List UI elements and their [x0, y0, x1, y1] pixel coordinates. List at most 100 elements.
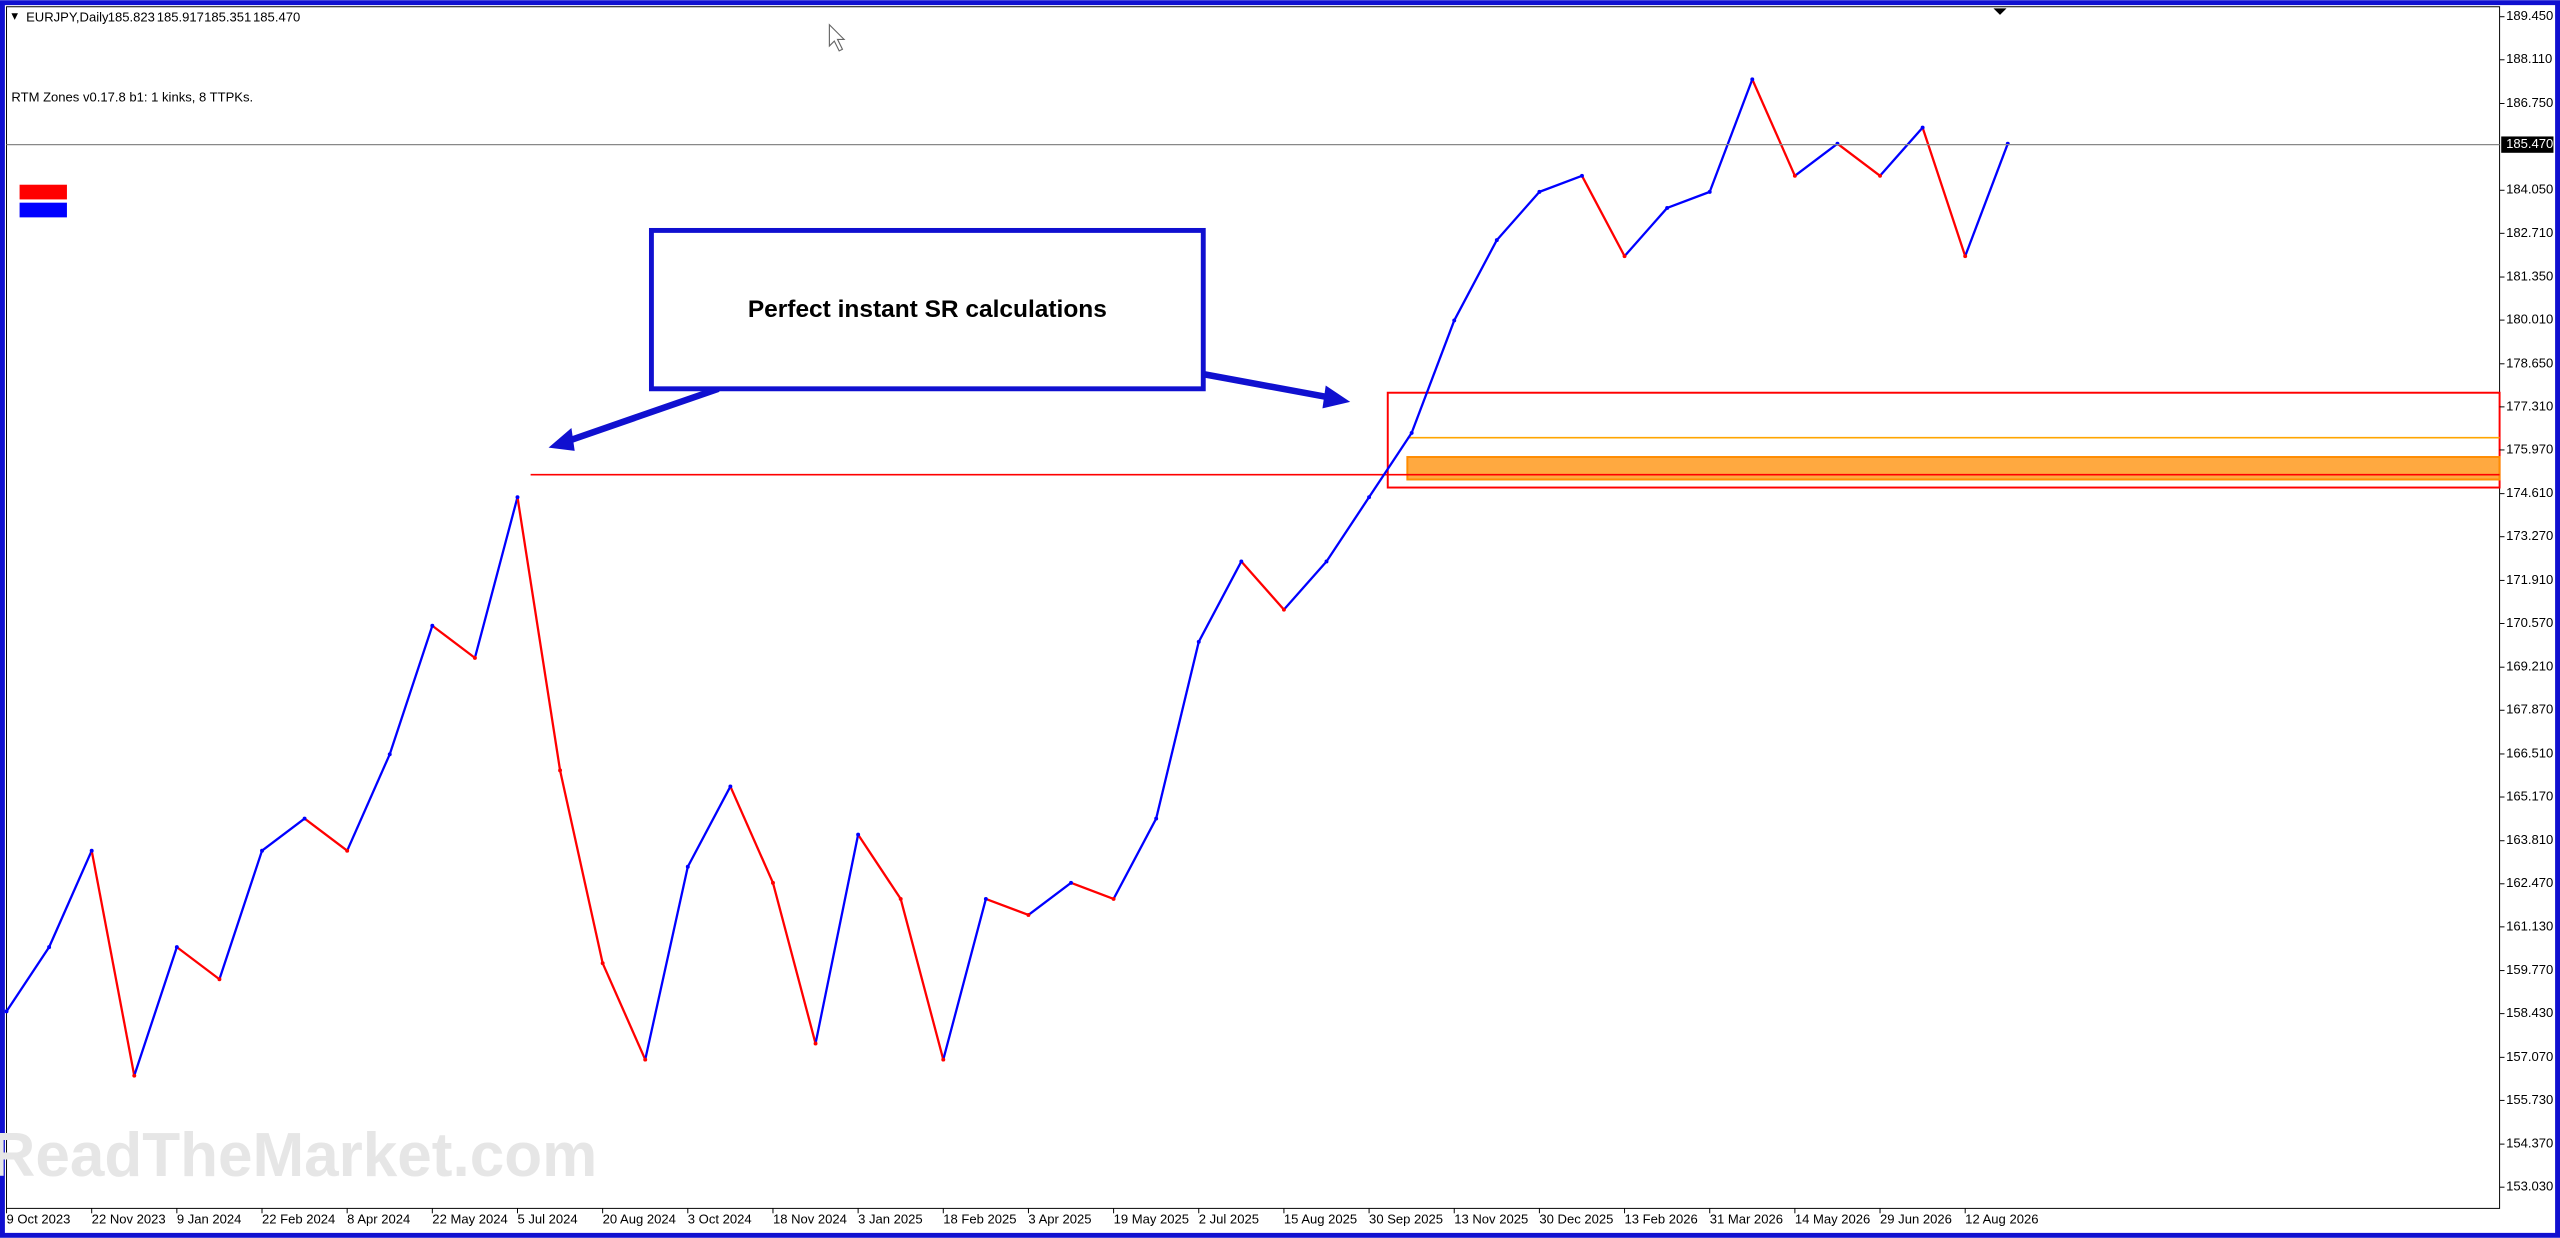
price-point: [132, 1073, 137, 1078]
y-tick-label: 180.010: [2506, 312, 2553, 327]
price-segment: [473, 496, 519, 659]
x-tick-label: 22 Feb 2024: [262, 1211, 335, 1226]
y-tick-label: 170.570: [2506, 615, 2553, 630]
price-point: [1494, 238, 1499, 243]
price-segment: [1283, 560, 1328, 611]
price-point: [1111, 896, 1116, 901]
price-segment: [90, 850, 136, 1076]
price-point: [345, 848, 350, 853]
price-segment: [1027, 881, 1072, 916]
price-point: [4, 1009, 9, 1014]
x-tick-label: 2 Jul 2025: [1199, 1211, 1259, 1226]
price-segment: [644, 866, 689, 1060]
price-segment: [729, 785, 775, 884]
price-segment: [176, 946, 221, 981]
price-segment: [771, 882, 817, 1044]
price-segment: [814, 834, 860, 1044]
x-tick-label: 30 Dec 2025: [1539, 1211, 1613, 1226]
price-segment: [5, 946, 51, 1013]
cursor: [828, 23, 846, 52]
y-tick-label: 155.730: [2506, 1092, 2553, 1107]
price-point: [1026, 913, 1031, 917]
y-tick-label: 158.430: [2506, 1005, 2553, 1020]
price-segment: [1879, 126, 1924, 177]
sr-zone: [1386, 391, 2501, 489]
x-tick-label: 29 Jun 2026: [1880, 1211, 1952, 1226]
watermark: ReadTheMarket.com: [0, 1121, 597, 1190]
price-point: [1367, 495, 1372, 500]
price-point: [1707, 189, 1712, 194]
ohlc-close: 185.470: [253, 10, 300, 25]
y-tick-label: 157.070: [2506, 1049, 2553, 1064]
x-tick-label: 31 Mar 2026: [1710, 1211, 1783, 1226]
price-segment: [261, 817, 306, 852]
y-tick-label: 174.610: [2506, 485, 2553, 500]
price-segment: [857, 833, 902, 900]
y-tick-label: 181.350: [2506, 268, 2553, 283]
price-point: [1665, 205, 1670, 210]
price-point: [515, 495, 520, 500]
ohlc-high: 185.917: [157, 10, 204, 25]
x-tick-label: 13 Nov 2025: [1454, 1211, 1528, 1226]
price-point: [1069, 880, 1073, 885]
price-point: [685, 864, 690, 869]
price-segment: [1453, 239, 1498, 321]
price-segment: [1240, 560, 1285, 611]
y-tick-label: 188.110: [2506, 51, 2552, 66]
current-price-tag: [2501, 136, 2554, 153]
price-segment: [942, 898, 987, 1060]
price-segment: [133, 946, 178, 1077]
y-tick-label: 166.510: [2506, 745, 2553, 760]
x-tick-label: 30 Sep 2025: [1369, 1211, 1443, 1226]
legend-swatch: [19, 184, 67, 200]
price-point: [47, 945, 52, 950]
price-point: [1920, 125, 1925, 130]
x-tick-label: 20 Aug 2024: [603, 1211, 676, 1226]
y-tick-label: 184.050: [2506, 182, 2553, 197]
price-segment: [1836, 142, 1881, 177]
x-tick-label: 13 Feb 2026: [1625, 1211, 1698, 1226]
indicator-label: RTM Zones v0.17.8 b1: 1 kinks, 8 TTPKs.: [11, 90, 253, 105]
callout-text: Perfect instant SR calculations: [748, 296, 1107, 323]
price-point: [1324, 559, 1329, 564]
price-point: [771, 880, 775, 885]
price-point: [1281, 607, 1286, 612]
y-tick-label: 182.710: [2506, 225, 2553, 240]
y-tick-label: 173.270: [2506, 528, 2553, 543]
x-tick-label: 14 May 2026: [1795, 1211, 1870, 1226]
arrow-head: [548, 427, 575, 451]
price-point: [1409, 430, 1414, 435]
x-tick-label: 18 Nov 2024: [773, 1211, 847, 1226]
price-point: [898, 896, 903, 901]
price-point: [1580, 173, 1584, 178]
y-tick-label: 186.750: [2506, 95, 2553, 110]
price-point: [1154, 816, 1159, 821]
collapse-icon[interactable]: [11, 13, 18, 20]
ohlc-low: 185.351: [204, 10, 251, 25]
price-point: [558, 768, 563, 773]
price-segment: [431, 624, 476, 659]
price-segment: [1368, 432, 1413, 498]
x-tick-label: 22 Nov 2023: [92, 1211, 166, 1226]
price-segment: [1112, 818, 1158, 900]
ohlc-open: 185.823: [108, 10, 155, 25]
y-tick-label: 153.030: [2506, 1179, 2553, 1194]
price-segment: [388, 625, 434, 755]
price-segment: [1070, 881, 1115, 900]
x-tick-label: 9 Oct 2023: [7, 1211, 71, 1226]
price-segment: [1325, 496, 1371, 563]
price-segment: [601, 962, 647, 1061]
y-tick-label: 171.910: [2506, 572, 2553, 587]
x-tick-label: 8 Apr 2024: [347, 1211, 410, 1226]
marks: [4, 77, 2501, 1078]
arrow: [557, 385, 720, 448]
price-point: [1239, 559, 1244, 564]
price-segment: [558, 770, 604, 964]
price-segment: [1538, 174, 1583, 193]
price-segment: [303, 817, 348, 852]
price-point: [643, 1057, 648, 1062]
arrow: [1202, 370, 1337, 402]
